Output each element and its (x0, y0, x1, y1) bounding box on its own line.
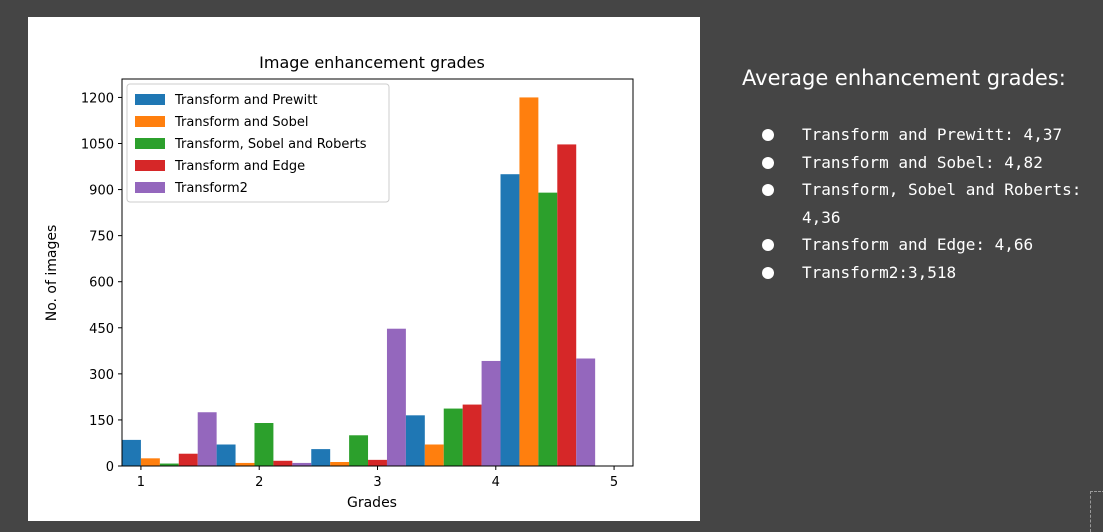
average-grade-item: Transform, Sobel and Roberts: 4,36 (760, 176, 1103, 231)
y-tick-label: 150 (89, 414, 114, 429)
legend-swatch (135, 182, 165, 193)
average-grade-item: Transform and Sobel: 4,82 (760, 149, 1103, 177)
legend-swatch (135, 94, 165, 105)
bar (178, 453, 198, 466)
bar (462, 404, 482, 466)
bar (538, 192, 558, 466)
bar (481, 360, 501, 466)
plot-frame (121, 78, 634, 467)
chart-panel: Image enhancement grades 0 150 300 450 600 75… (28, 17, 700, 521)
bar-chart: Image enhancement grades 0 150 300 450 600 75… (44, 53, 634, 511)
legend-swatch (135, 138, 165, 149)
bar (235, 462, 255, 466)
resize-handle-icon[interactable] (1090, 491, 1103, 532)
bar (386, 328, 406, 466)
y-tick-label: 1200 (81, 91, 114, 106)
legend-label: Transform, Sobel and Roberts (174, 137, 367, 152)
bullet-icon (762, 184, 774, 196)
bar (273, 460, 293, 466)
average-grade-item: Transform and Edge: 4,66 (760, 231, 1103, 259)
bar (576, 358, 596, 466)
bar (140, 458, 160, 466)
chart-legend: Transform and Prewitt Transform and Sobel… (126, 83, 390, 203)
bar (443, 408, 463, 466)
average-grade-item: Transform and Prewitt: 4,37 (760, 121, 1103, 149)
legend-swatch (135, 116, 165, 127)
average-grade-text: Transform and Edge: 4,66 (802, 235, 1034, 254)
average-grade-item: Transform2:3,518 (760, 259, 1103, 287)
legend-label: Transform and Sobel (174, 115, 308, 130)
bar (254, 423, 274, 466)
bar (557, 144, 577, 466)
legend-label: Transform and Prewitt (174, 93, 318, 108)
legend-box (126, 83, 390, 203)
y-tick-label: 900 (89, 184, 114, 199)
bar (197, 412, 217, 466)
bar (216, 444, 236, 466)
bullet-icon (762, 239, 774, 251)
average-grade-text: Transform and Prewitt: 4,37 (802, 125, 1063, 144)
average-grade-text: Transform, Sobel and Roberts: 4,36 (802, 180, 1082, 227)
y-tick-label: 1050 (81, 138, 114, 153)
x-tick-label: 4 (492, 475, 500, 490)
bullet-icon (762, 266, 774, 279)
y-axis-label: No. of images (44, 225, 60, 322)
y-tick-label: 300 (89, 368, 114, 383)
bar (424, 444, 444, 466)
chart-title: Image enhancement grades (259, 53, 485, 72)
bar (519, 97, 539, 466)
bar (368, 459, 387, 466)
x-tick-label: 5 (610, 475, 618, 490)
x-tick-label: 1 (137, 475, 145, 490)
bar (292, 462, 312, 466)
bullet-icon (762, 156, 774, 169)
bar (159, 463, 179, 466)
legend-label: Transform and Edge (174, 159, 305, 174)
bar (349, 435, 369, 466)
bar (405, 415, 425, 466)
bar (311, 449, 331, 466)
x-tick-label: 3 (373, 475, 381, 490)
x-axis-label: Grades (347, 495, 397, 511)
bar (500, 174, 520, 466)
legend-label: Transform2 (174, 181, 248, 196)
y-tick-label: 600 (89, 276, 114, 291)
average-grades-list: Transform and Prewitt: 4,37 Transform an… (760, 121, 1103, 286)
y-tick-label: 750 (89, 230, 114, 245)
average-grades-panel: Average enhancement grades: Transform an… (742, 66, 1103, 282)
bar (330, 462, 350, 466)
bar (122, 439, 141, 466)
legend-swatch (135, 160, 165, 171)
average-grades-heading: Average enhancement grades: (742, 66, 1066, 90)
y-tick-label: 450 (89, 322, 114, 337)
x-tick-label: 2 (255, 475, 263, 490)
bullet-icon (762, 129, 774, 141)
average-grade-text: Transform2:3,518 (802, 262, 957, 282)
y-tick-label: 0 (106, 460, 114, 475)
average-grade-text: Transform and Sobel: 4,82 (802, 152, 1043, 172)
